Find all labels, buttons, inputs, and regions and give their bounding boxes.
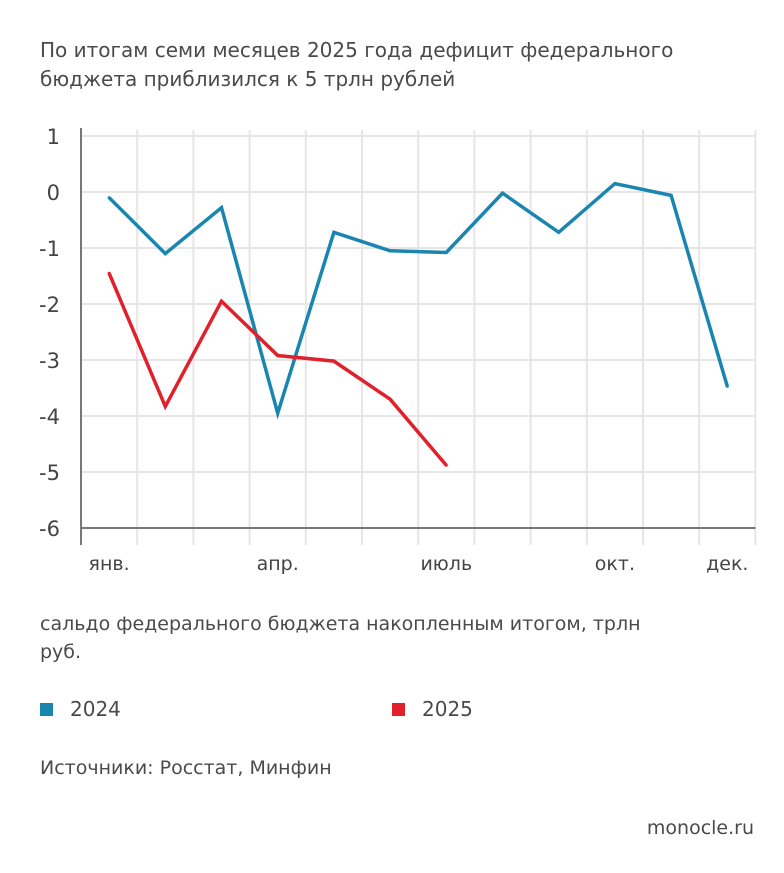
legend-swatch [40,702,53,716]
data-point-2025 [220,299,223,303]
y-tick-label: -2 [39,293,60,317]
data-point-2025 [444,463,448,467]
y-tick-label: 0 [47,181,60,205]
legend-item-2025: 2025 [392,697,473,721]
y-tick-label: -6 [39,517,60,541]
data-point-2024 [725,384,729,388]
data-point-2025 [332,359,336,363]
chart-subtitle: сальдо федерального бюджета накопленным … [40,613,641,663]
x-tick-label: июль [420,553,472,575]
series-line-2025 [107,272,448,467]
source-note: Источники: Росстат, Минфин [40,757,332,779]
x-tick-label: янв. [89,553,130,575]
data-point-2024 [388,249,392,253]
data-point-2024 [276,411,280,415]
data-point-2025 [107,271,111,275]
series-line-2024 [107,181,729,420]
data-point-2024 [501,191,504,195]
data-point-2024 [444,250,448,254]
legend-label: 2024 [70,697,121,721]
legend-swatch [392,702,405,716]
y-tick-label: -4 [39,405,60,429]
line-chart: 1 0 -1 -2 -3 -4 -5 -6 янв. апр. июль окт. дек. [39,125,757,575]
legend-item-2024: 2024 [40,697,121,721]
data-point-2025 [163,404,167,408]
data-point-2024 [332,230,336,234]
x-tick-label: дек. [706,553,748,575]
y-tick-label: -1 [39,237,60,261]
data-point-2024 [557,230,561,234]
data-point-2024 [669,193,673,197]
data-point-2025 [388,397,392,401]
x-tick-label: окт. [595,553,635,575]
chart-title: По итогам семи месяцев 2025 года дефицит… [40,38,674,91]
legend-label: 2025 [422,697,473,721]
data-point-2024 [163,252,167,256]
y-tick-label: -5 [39,461,60,485]
data-point-2025 [276,354,280,358]
y-tick-label: -3 [39,349,60,373]
brand-logo-text: monocle.ru [646,817,754,839]
y-tick-label: 1 [47,125,60,149]
data-point-2024 [220,206,223,210]
data-point-2024 [613,182,617,186]
x-tick-label: апр. [257,553,299,575]
data-point-2024 [107,196,111,200]
